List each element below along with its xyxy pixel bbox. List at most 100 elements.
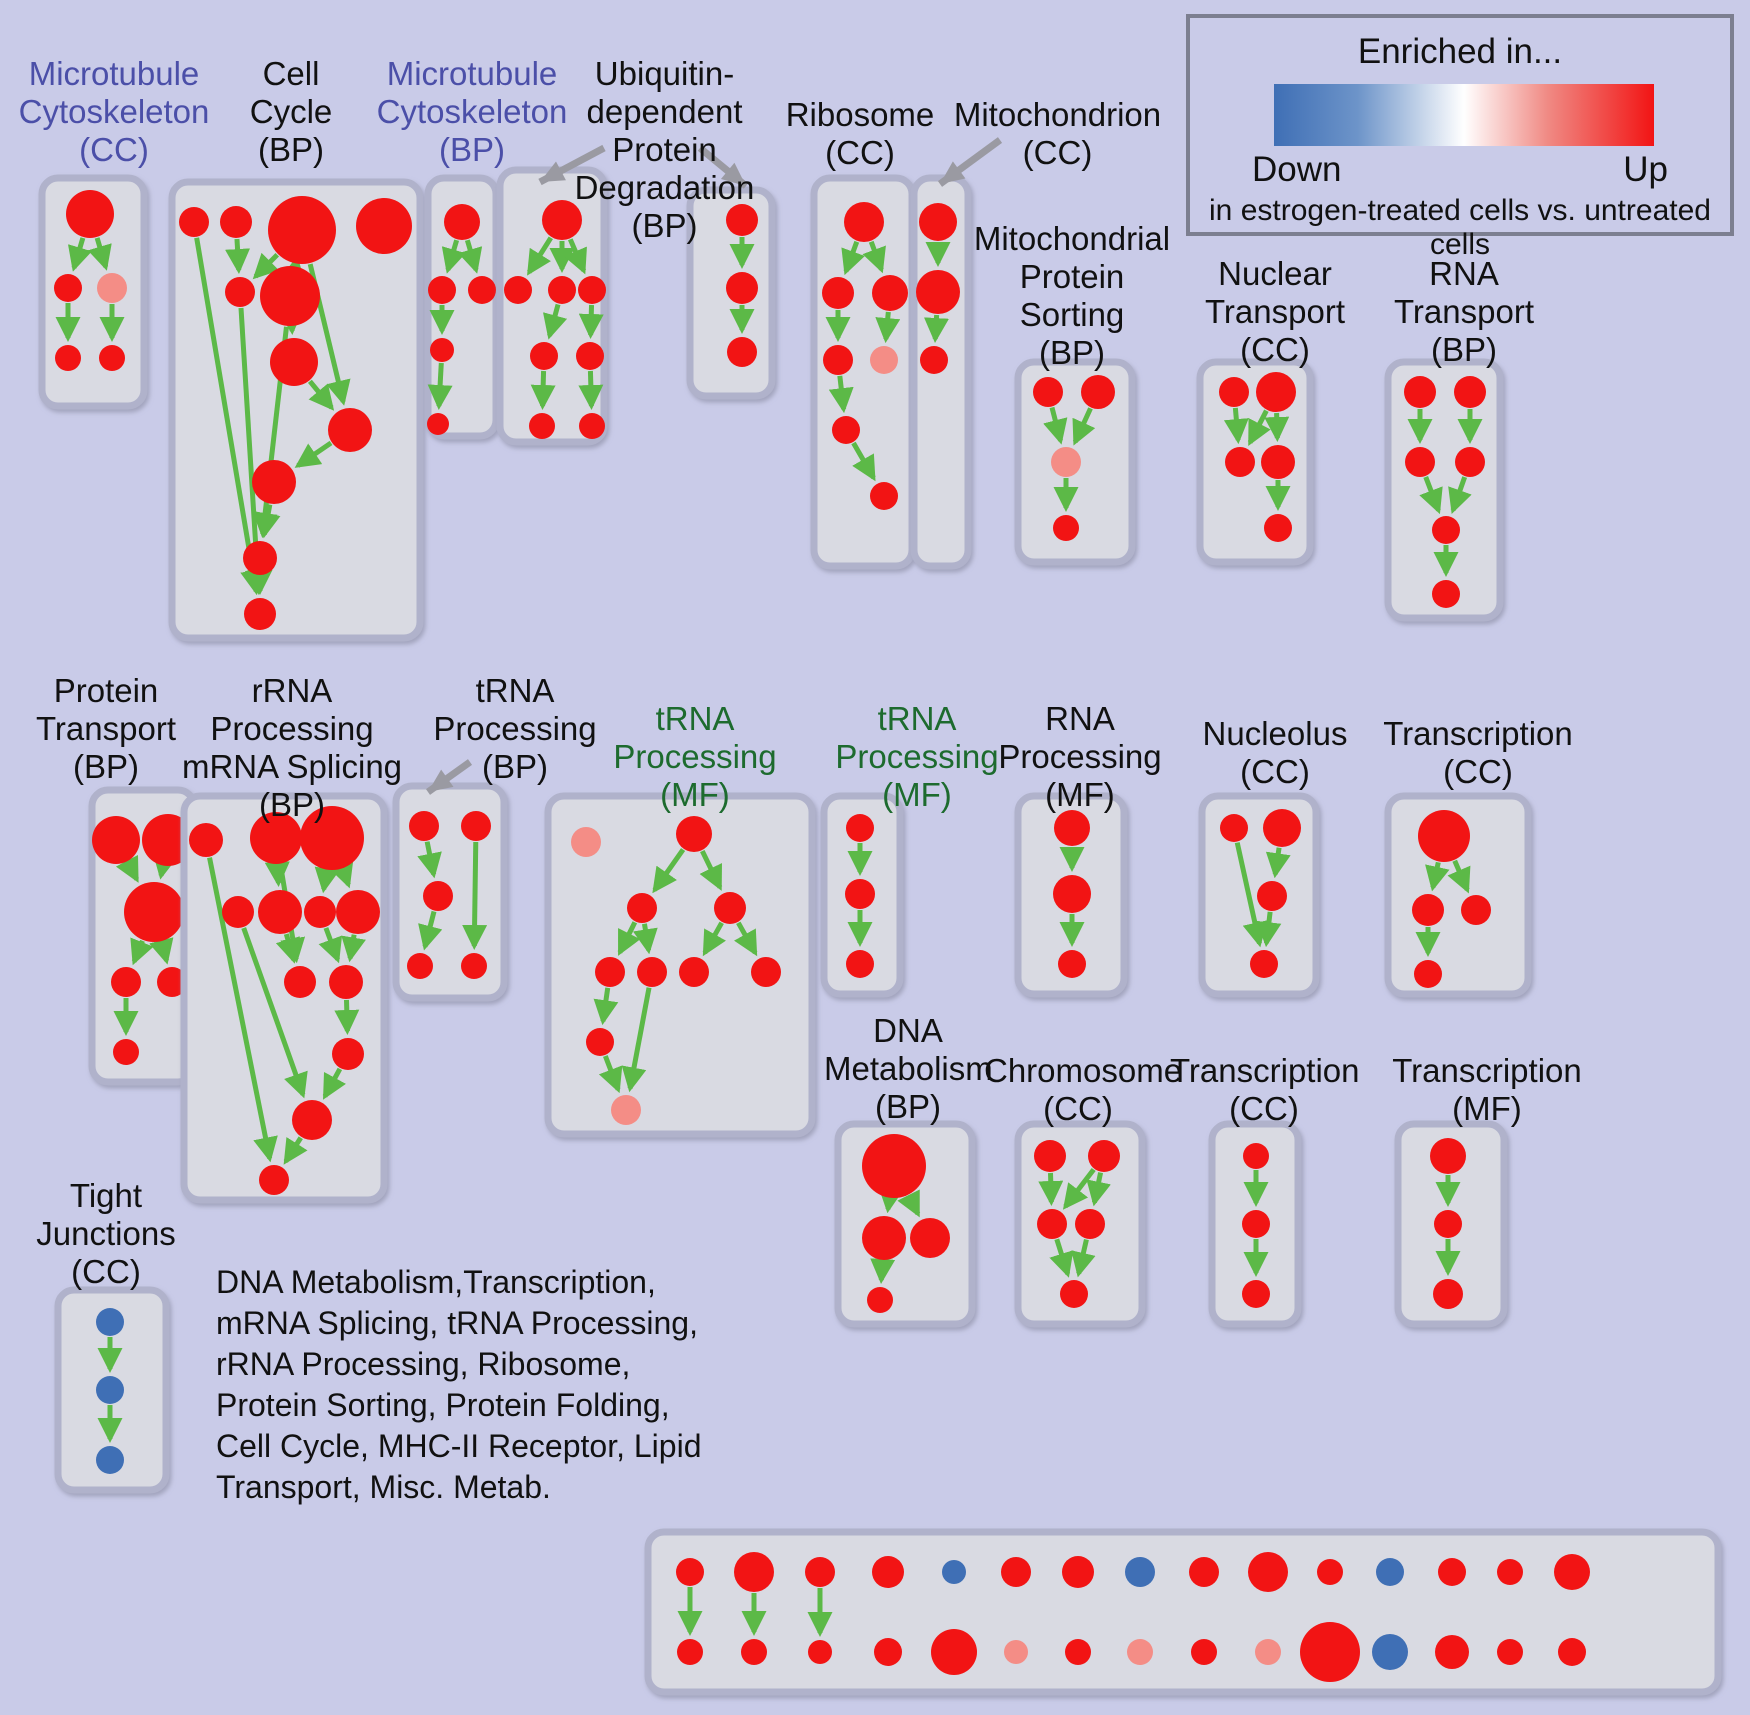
network-node[interactable] [919,203,957,241]
network-node[interactable] [260,266,320,326]
network-node[interactable] [676,1558,704,1586]
network-node[interactable] [1558,1638,1586,1666]
network-node[interactable] [1242,1210,1270,1238]
network-node[interactable] [1248,1552,1288,1592]
network-node[interactable] [113,1039,139,1065]
network-node[interactable] [1225,447,1255,477]
network-node[interactable] [1053,515,1079,541]
network-node[interactable] [1058,950,1086,978]
network-node[interactable] [1088,1140,1120,1172]
network-node[interactable] [304,896,336,928]
network-node[interactable] [846,814,874,842]
network-node[interactable] [1433,1279,1463,1309]
network-node[interactable] [579,413,605,439]
network-node[interactable] [258,890,302,934]
network-node[interactable] [461,811,491,841]
network-node[interactable] [270,338,318,386]
network-node[interactable] [726,204,758,236]
network-node[interactable] [1191,1639,1217,1665]
network-node[interactable] [846,950,874,978]
network-node[interactable] [332,1038,364,1070]
network-node[interactable] [179,207,209,237]
network-node[interactable] [428,276,456,304]
network-node[interactable] [586,1028,614,1056]
network-node[interactable] [1497,1639,1523,1665]
network-node[interactable] [595,957,625,987]
network-node[interactable] [920,346,948,374]
network-node[interactable] [872,1556,904,1588]
network-node[interactable] [1081,375,1115,409]
network-node[interactable] [1034,1140,1066,1172]
network-node[interactable] [1250,950,1278,978]
network-node[interactable] [1037,1209,1067,1239]
network-node[interactable] [910,1218,950,1258]
network-node[interactable] [734,1552,774,1592]
network-node[interactable] [1404,376,1436,408]
network-node[interactable] [822,277,854,309]
network-node[interactable] [1455,447,1485,477]
network-node[interactable] [409,811,439,841]
network-node[interactable] [548,276,576,304]
network-node[interactable] [1434,1210,1462,1238]
network-node[interactable] [1300,1622,1360,1682]
network-node[interactable] [1418,810,1470,862]
network-node[interactable] [870,346,898,374]
network-node[interactable] [461,953,487,979]
network-node[interactable] [1405,447,1435,477]
network-node[interactable] [832,416,860,444]
network-node[interactable] [329,965,363,999]
network-node[interactable] [300,806,364,870]
network-node[interactable] [726,272,758,304]
network-node[interactable] [1263,809,1301,847]
network-node[interactable] [250,812,302,864]
network-node[interactable] [1242,1280,1270,1308]
network-node[interactable] [1060,1280,1088,1308]
network-node[interactable] [844,202,884,242]
network-node[interactable] [1264,514,1292,542]
network-node[interactable] [823,345,853,375]
network-node[interactable] [1432,516,1460,544]
network-node[interactable] [741,1639,767,1665]
network-node[interactable] [427,413,449,435]
network-node[interactable] [867,1287,893,1313]
network-node[interactable] [1430,1138,1466,1174]
network-node[interactable] [356,198,412,254]
network-node[interactable] [430,338,454,362]
network-node[interactable] [727,337,757,367]
network-node[interactable] [222,896,254,928]
network-node[interactable] [916,270,960,314]
network-node[interactable] [1127,1639,1153,1665]
network-node[interactable] [243,541,277,575]
network-node[interactable] [225,277,255,307]
network-node[interactable] [252,460,296,504]
network-node[interactable] [529,413,555,439]
network-node[interactable] [504,276,532,304]
network-node[interactable] [808,1640,832,1664]
network-node[interactable] [66,190,114,238]
network-node[interactable] [292,1100,332,1140]
network-node[interactable] [679,957,709,987]
network-node[interactable] [97,273,127,303]
network-node[interactable] [1220,814,1248,842]
network-node[interactable] [1438,1558,1466,1586]
network-node[interactable] [407,953,433,979]
network-node[interactable] [1125,1557,1155,1587]
network-node[interactable] [1033,377,1063,407]
network-node[interactable] [862,1216,906,1260]
network-node[interactable] [220,206,252,238]
network-node[interactable] [1497,1559,1523,1585]
network-node[interactable] [1317,1559,1343,1585]
network-node[interactable] [931,1629,977,1675]
network-node[interactable] [862,1134,926,1198]
network-node[interactable] [1257,881,1287,911]
network-node[interactable] [1053,875,1091,913]
network-node[interactable] [1454,376,1486,408]
network-node[interactable] [157,967,187,997]
network-node[interactable] [1189,1557,1219,1587]
network-node[interactable] [1372,1634,1408,1670]
network-node[interactable] [328,408,372,452]
network-node[interactable] [268,196,336,264]
network-node[interactable] [1065,1639,1091,1665]
network-node[interactable] [1054,810,1090,846]
network-node[interactable] [677,1639,703,1665]
